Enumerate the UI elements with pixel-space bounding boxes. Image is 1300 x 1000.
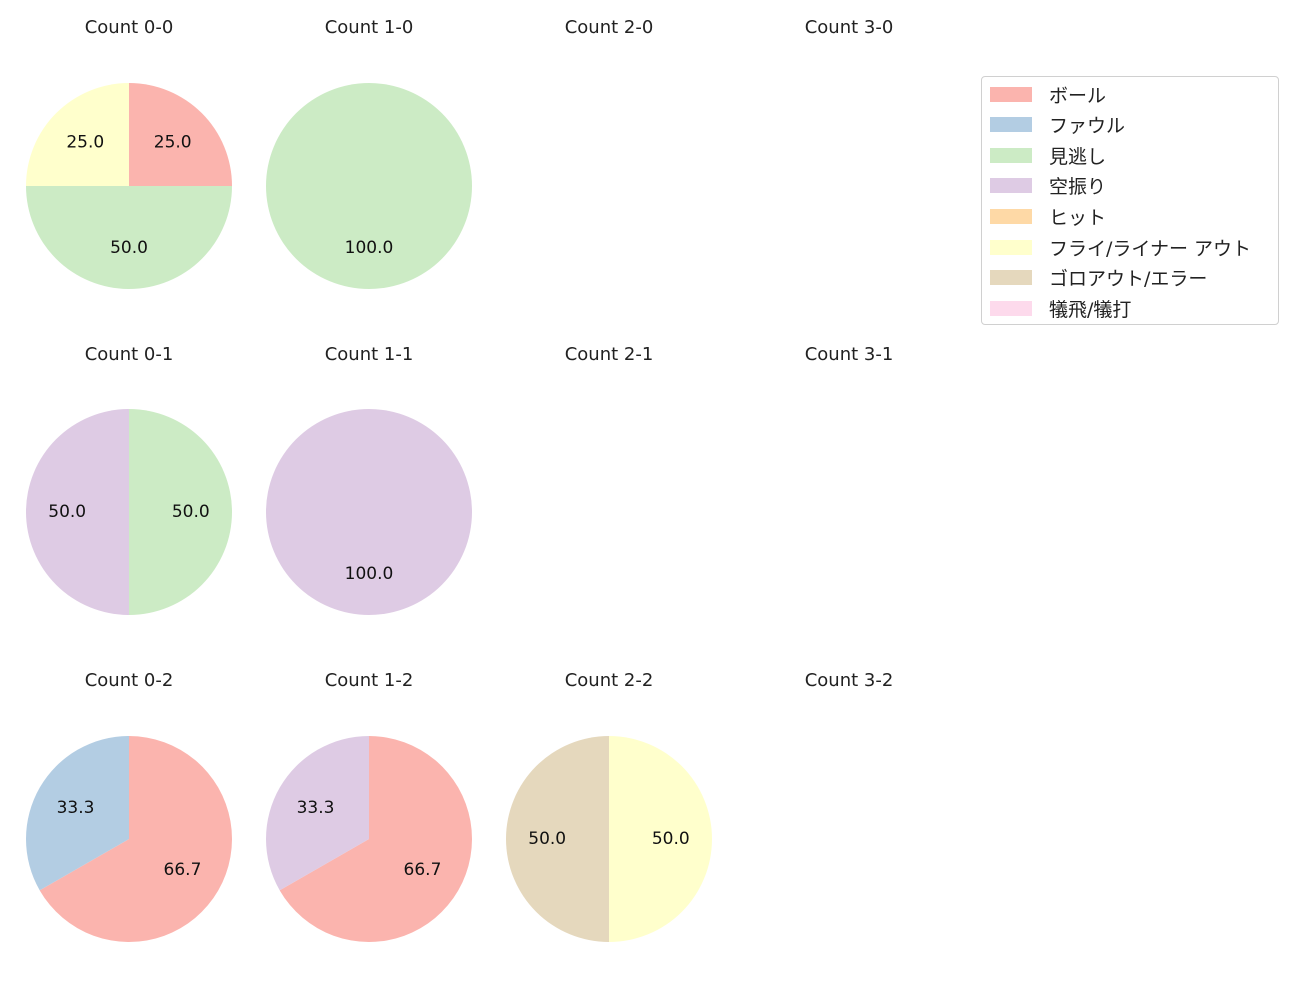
slice-percentage-label: 50.0 [48,502,86,522]
chart-title: Count 0-1 [84,344,174,365]
pie-slice [129,83,232,186]
slice-percentage-label: 25.0 [154,132,192,152]
pie-slice [279,736,472,942]
slice-percentage-label: 66.7 [164,860,202,880]
legend-item: ファウル [990,115,1125,137]
legend-item: 空振り [990,176,1106,198]
pie-slice [609,736,712,942]
slice-percentage-label: 25.0 [66,132,104,152]
legend-label: 見逃し [1049,145,1107,168]
legend-item: ボール [990,84,1106,107]
slice-percentage-label: 50.0 [528,829,566,849]
slice-percentage-label: 66.7 [404,860,442,880]
chart-title: Count 1-2 [324,670,414,691]
legend-swatch [990,147,1032,163]
pie-slice [266,83,472,289]
chart-title: Count 2-2 [564,670,654,691]
chart-title: Count 1-0 [324,17,414,38]
pie-chart: 66.7 33.3 [266,736,472,942]
pie-slice [266,736,369,891]
chart-title: Count 2-1 [564,344,654,365]
pie-slice [26,83,129,186]
chart-title: Count 0-0 [84,17,174,38]
legend-item: 犠飛/犠打 [990,298,1131,321]
slice-percentage-label: 33.3 [57,798,95,818]
pie-chart: 50.0 50.0 [26,409,232,615]
chart-title: Count 3-1 [804,344,894,365]
pie-slice [26,186,232,289]
legend-swatch [990,208,1032,224]
legend-label: 空振り [1049,176,1107,199]
slice-percentage-label: 50.0 [110,238,148,258]
slice-percentage-label: 100.0 [345,564,394,584]
chart-title: Count 1-1 [324,344,414,365]
chart-title: Count 0-2 [84,670,174,691]
legend-swatch [990,239,1032,255]
pie-chart: 100.0 [266,83,472,289]
legend-label: 犠飛/犠打 [1049,298,1132,321]
pie-slice [26,409,129,615]
pie-slice [506,736,609,942]
legend-swatch [990,117,1032,133]
legend-label: ファウル [1049,115,1126,138]
legend-item: ゴロアウト/エラー [990,268,1207,290]
pie-chart: 66.7 33.3 [25,736,233,942]
legend-label: フライ/ライナー アウト [1049,237,1252,260]
pie-slice [25,736,129,891]
pie-chart: 50.0 50.0 [506,736,712,942]
slice-percentage-label: 50.0 [172,502,210,522]
legend-swatch [990,178,1032,194]
slice-percentage-label: 50.0 [652,829,690,849]
pie-slice [266,409,472,615]
chart-title: Count 3-2 [804,670,894,691]
legend-label: ボール [1049,84,1107,107]
legend-swatch [990,86,1032,102]
chart-title: Count 2-0 [564,17,654,38]
pie-slice [39,736,233,942]
legend-item: 見逃し [990,145,1106,168]
legend: ボールファウル見逃し空振りヒットフライ/ライナー アウト ゴロアウト/エラー 犠飛/… [981,76,1279,325]
legend-label: ゴロアウト/エラー [1049,268,1208,291]
chart-title: Count 3-0 [804,17,894,38]
slice-percentage-label: 100.0 [345,238,394,258]
legend-swatch [990,270,1032,286]
legend-item: ヒット [990,206,1106,229]
pie-slice [129,409,232,615]
legend-swatch [990,300,1032,316]
legend-item: フライ/ライナー アウト [990,237,1251,260]
legend-label: ヒット [1049,206,1107,229]
slice-percentage-label: 33.3 [297,798,335,818]
pie-chart: 100.0 [266,409,472,615]
pie-chart: 25.0 50.0 25.0 [26,83,232,289]
